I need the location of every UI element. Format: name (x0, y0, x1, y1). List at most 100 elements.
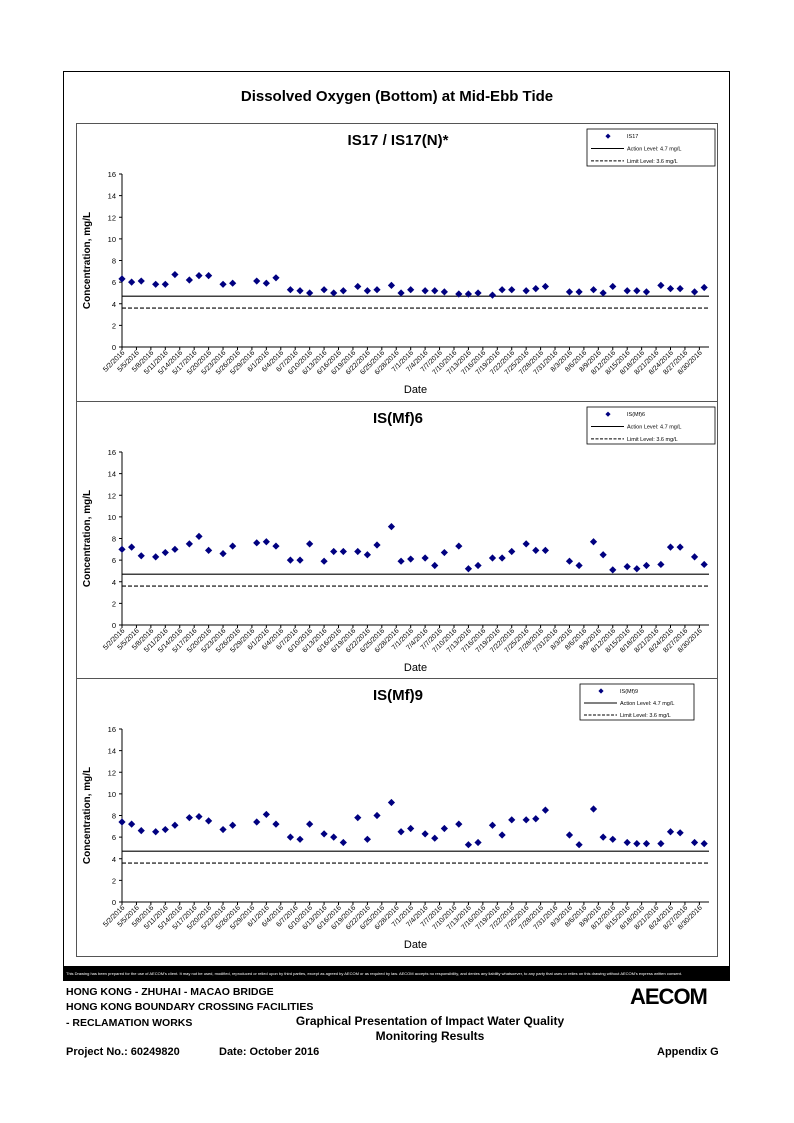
data-point (229, 279, 237, 287)
data-point (137, 277, 145, 285)
data-point (262, 810, 270, 819)
data-point (541, 546, 550, 554)
data-point (286, 286, 295, 294)
data-point (219, 280, 227, 288)
data-point (272, 820, 280, 828)
data-point (474, 838, 482, 847)
data-point (296, 556, 304, 564)
y-tick-label: 8 (112, 257, 116, 266)
data-point (700, 840, 708, 848)
data-point (623, 838, 631, 847)
data-point (229, 542, 237, 550)
data-point (474, 289, 482, 297)
data-point (185, 276, 193, 284)
legend-label: IS(Mf)6 (627, 412, 645, 418)
legend-marker (598, 688, 604, 694)
data-point (330, 833, 338, 841)
data-point (195, 272, 203, 280)
drawing-title: Graphical Presentation of Impact Water Q… (290, 1014, 570, 1044)
data-point (488, 821, 497, 829)
data-point (455, 820, 463, 828)
data-point (642, 561, 651, 570)
data-point (195, 532, 203, 540)
y-axis-label: Concentration, mg/L (82, 767, 93, 864)
data-point (354, 814, 362, 822)
data-point (185, 814, 193, 822)
data-point (575, 841, 583, 849)
data-point (455, 542, 463, 550)
y-axis-label: Concentration, mg/L (82, 490, 93, 587)
data-point (407, 286, 415, 294)
data-point (205, 817, 213, 825)
data-point (387, 281, 396, 289)
data-point (690, 838, 699, 847)
y-tick-label: 16 (108, 725, 116, 734)
data-point (320, 830, 328, 838)
data-point (373, 286, 381, 294)
data-point (306, 540, 314, 548)
data-point (474, 561, 482, 570)
drawing-title-line1: Graphical Presentation of Impact Water Q… (295, 1014, 565, 1028)
legend-label: IS17 (627, 134, 638, 140)
drawing-title-line2: Monitoring Results (375, 1029, 485, 1043)
data-point (464, 290, 473, 298)
data-point (407, 555, 415, 563)
chart-panel-ismf6: IS(Mf)6 0 2 4 6 8 10 12 14 16 Concentration, mg/L 5… (76, 401, 718, 679)
data-point (219, 550, 227, 558)
data-point (118, 818, 126, 826)
data-point (676, 829, 684, 837)
data-point (440, 548, 448, 557)
legend-label: Action Level: 4.7 mg/L (627, 425, 681, 431)
data-point (152, 553, 160, 561)
data-point (522, 540, 530, 548)
y-tick-label: 10 (108, 513, 116, 522)
data-point (440, 288, 448, 296)
legend-label: Limit Level: 3.6 mg/L (620, 713, 671, 719)
y-tick-label: 12 (108, 491, 116, 500)
legend-label: Action Level: 4.7 mg/L (620, 701, 674, 707)
legend-marker (605, 133, 611, 139)
data-point (286, 556, 295, 564)
data-point (541, 282, 550, 291)
data-point (522, 287, 530, 295)
data-point (623, 287, 631, 295)
data-point (229, 821, 237, 829)
page-title: Dissolved Oxygen (Bottom) at Mid-Ebb Tid… (240, 88, 554, 105)
data-point (532, 285, 540, 293)
data-point (589, 805, 598, 813)
y-tick-label: 4 (112, 855, 116, 864)
data-point (306, 289, 314, 297)
data-point (354, 547, 362, 556)
data-point (339, 547, 347, 556)
data-point (171, 270, 179, 279)
data-point (272, 542, 280, 550)
data-point (464, 565, 473, 573)
y-tick-label: 16 (108, 448, 116, 457)
data-point (633, 287, 641, 295)
data-point (431, 834, 439, 842)
legend-label: Limit Level: 3.6 mg/L (627, 159, 678, 165)
y-tick-label: 6 (112, 556, 116, 565)
data-point (137, 552, 145, 560)
data-point (320, 557, 328, 565)
data-point (421, 287, 429, 295)
data-point (440, 824, 448, 833)
data-point (633, 840, 641, 848)
data-point (363, 835, 371, 843)
data-point (161, 280, 169, 288)
data-point (118, 545, 126, 553)
data-point (498, 286, 506, 294)
data-point (118, 275, 126, 283)
data-point (700, 283, 708, 292)
data-point (296, 835, 304, 843)
data-point (128, 278, 136, 286)
data-point (609, 566, 617, 574)
data-point (253, 277, 261, 285)
data-point (589, 286, 598, 294)
data-point (339, 287, 347, 295)
data-point (262, 538, 270, 546)
chart-is17: IS17 / IS17(N)* 0 2 4 6 8 10 12 14 16 Concentratio… (82, 128, 716, 396)
data-point (152, 280, 160, 288)
